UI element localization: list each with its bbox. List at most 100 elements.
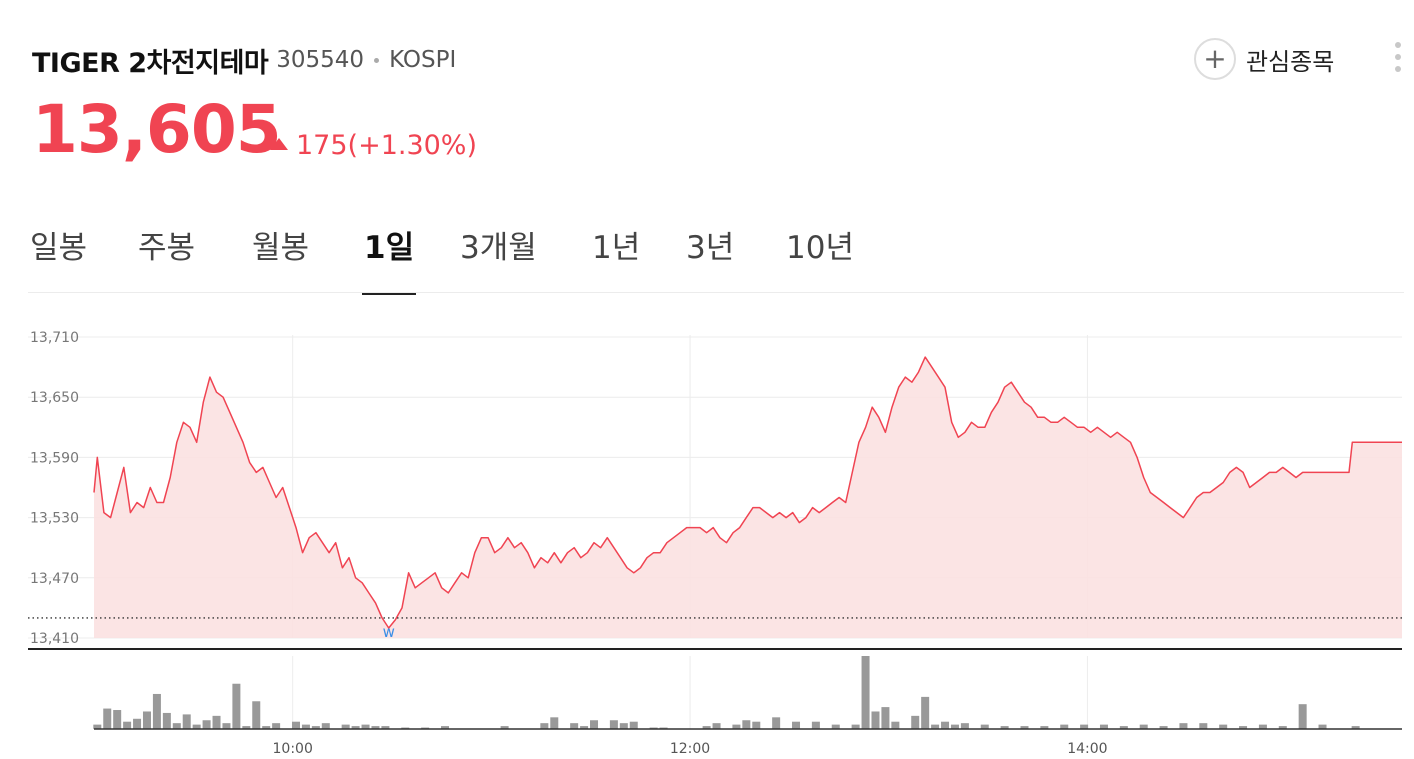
volume-bar xyxy=(1219,724,1228,729)
volume-bar xyxy=(590,720,599,729)
volume-bar xyxy=(950,724,959,729)
tab-3years[interactable]: 3년 xyxy=(686,230,735,266)
volume-bar xyxy=(911,715,920,729)
volume-bar xyxy=(931,724,940,729)
volume-bar xyxy=(93,724,102,729)
volume-bar xyxy=(232,683,241,729)
volume-bar xyxy=(142,711,151,729)
volume-bar xyxy=(500,726,509,729)
y-tick-label: 13,650 xyxy=(30,390,79,406)
x-tick-label: 10:00 xyxy=(273,741,313,757)
volume-bar xyxy=(441,726,450,729)
tab-10years[interactable]: 10년 xyxy=(786,230,854,266)
volume-bar xyxy=(1040,726,1049,729)
volume-bar xyxy=(742,720,751,729)
x-tick-label: 12:00 xyxy=(670,741,710,757)
volume-bar xyxy=(1298,704,1307,729)
volume-bar xyxy=(540,723,549,729)
volume-bar xyxy=(752,721,761,729)
tab-1day[interactable]: 1일 xyxy=(364,230,415,266)
volume-bar xyxy=(1278,726,1287,729)
volume-bar xyxy=(162,712,171,729)
volume-bar xyxy=(311,726,320,729)
volume-bar xyxy=(341,724,350,729)
volume-bar xyxy=(1119,726,1128,729)
volume-bar xyxy=(960,723,969,729)
volume-bar xyxy=(152,693,161,729)
more-dots-icon xyxy=(1395,42,1401,48)
volume-bar xyxy=(172,723,181,729)
favorite-label: 관심종목 xyxy=(1246,47,1335,76)
volume-bar xyxy=(212,715,221,729)
tab-3months[interactable]: 3개월 xyxy=(460,230,537,266)
volume-bar xyxy=(1159,726,1168,729)
volume-bar xyxy=(871,711,880,729)
separator-dot xyxy=(374,57,380,63)
price-line xyxy=(93,356,1402,629)
tab-1year[interactable]: 1년 xyxy=(592,230,641,266)
tab-monthly[interactable]: 월봉 xyxy=(252,230,310,266)
volume-bar xyxy=(861,656,870,729)
volume-bar xyxy=(192,724,201,729)
volume-bar xyxy=(609,720,618,729)
stock-header: TIGER 2차전지테마 305540 KOSPI xyxy=(32,36,456,84)
volume-bar xyxy=(1020,726,1029,729)
y-tick-label: 13,530 xyxy=(30,511,79,527)
intraday-price-chart[interactable]: 13,410 13,470 13,530 13,590 13,650 13,710 w 1… xyxy=(0,300,1414,759)
stock-name: TIGER 2차전지테마 xyxy=(32,47,269,79)
price-change: 175(+1.30%) xyxy=(270,130,477,161)
more-menu-button[interactable] xyxy=(1392,42,1404,76)
y-tick-label: 13,710 xyxy=(30,330,79,346)
volume-bar xyxy=(252,701,261,729)
volume-bar xyxy=(702,726,711,729)
volume-bar xyxy=(1099,724,1108,729)
volume-bar xyxy=(941,721,950,729)
x-axis: 10:00 12:00 14:00 xyxy=(273,741,1108,757)
active-tab-underline xyxy=(362,292,416,295)
period-tabs: 일봉 주봉 월봉 1일 3개월 1년 3년 10년 xyxy=(0,210,1414,295)
volume-bar xyxy=(1318,724,1327,729)
volume-bar xyxy=(371,726,380,729)
price-change-value: 175(+1.30%) xyxy=(296,130,477,161)
y-axis: 13,410 13,470 13,530 13,590 13,650 13,710 xyxy=(30,330,79,647)
add-favorite-button[interactable]: + 관심종목 xyxy=(1194,38,1334,80)
volume-bar xyxy=(113,710,122,729)
volume-bar xyxy=(550,717,559,729)
volume-bar xyxy=(1000,726,1009,729)
volume-bar xyxy=(811,721,820,729)
volume-bar xyxy=(351,726,360,729)
current-price: 13,605 xyxy=(32,91,282,168)
volume-bar xyxy=(891,721,900,729)
volume-bar xyxy=(831,724,840,729)
volume-bar xyxy=(732,724,741,729)
y-tick-label: 13,410 xyxy=(30,631,79,647)
tabs-divider xyxy=(28,292,1404,293)
volume-bar xyxy=(1258,724,1267,729)
volume-bar xyxy=(881,707,890,729)
volume-bar xyxy=(103,708,112,729)
volume-bar xyxy=(242,726,251,729)
market-name: KOSPI xyxy=(389,47,457,73)
stock-code: 305540 xyxy=(276,47,365,73)
volume-bar xyxy=(133,718,142,729)
plus-icon: + xyxy=(1194,38,1236,80)
volume-bar xyxy=(1351,726,1360,729)
volume-bar xyxy=(222,723,231,729)
volume-bar xyxy=(580,726,589,729)
tab-weekly[interactable]: 주봉 xyxy=(138,230,196,266)
volume-bar xyxy=(272,723,281,729)
volume-bar xyxy=(851,724,860,729)
volume-bar xyxy=(792,721,801,729)
volume-bar xyxy=(301,724,310,729)
volume-bar xyxy=(123,721,132,729)
volume-bar xyxy=(262,726,271,729)
volume-bar xyxy=(291,721,300,729)
low-marker: w xyxy=(383,623,395,641)
volume-bar xyxy=(361,724,370,729)
volume-bar xyxy=(182,714,191,729)
volume-bar xyxy=(772,717,781,729)
volume-bar xyxy=(1080,724,1089,729)
price-area xyxy=(94,357,1402,638)
tab-daily[interactable]: 일봉 xyxy=(30,230,88,266)
volume-bar xyxy=(712,723,721,729)
